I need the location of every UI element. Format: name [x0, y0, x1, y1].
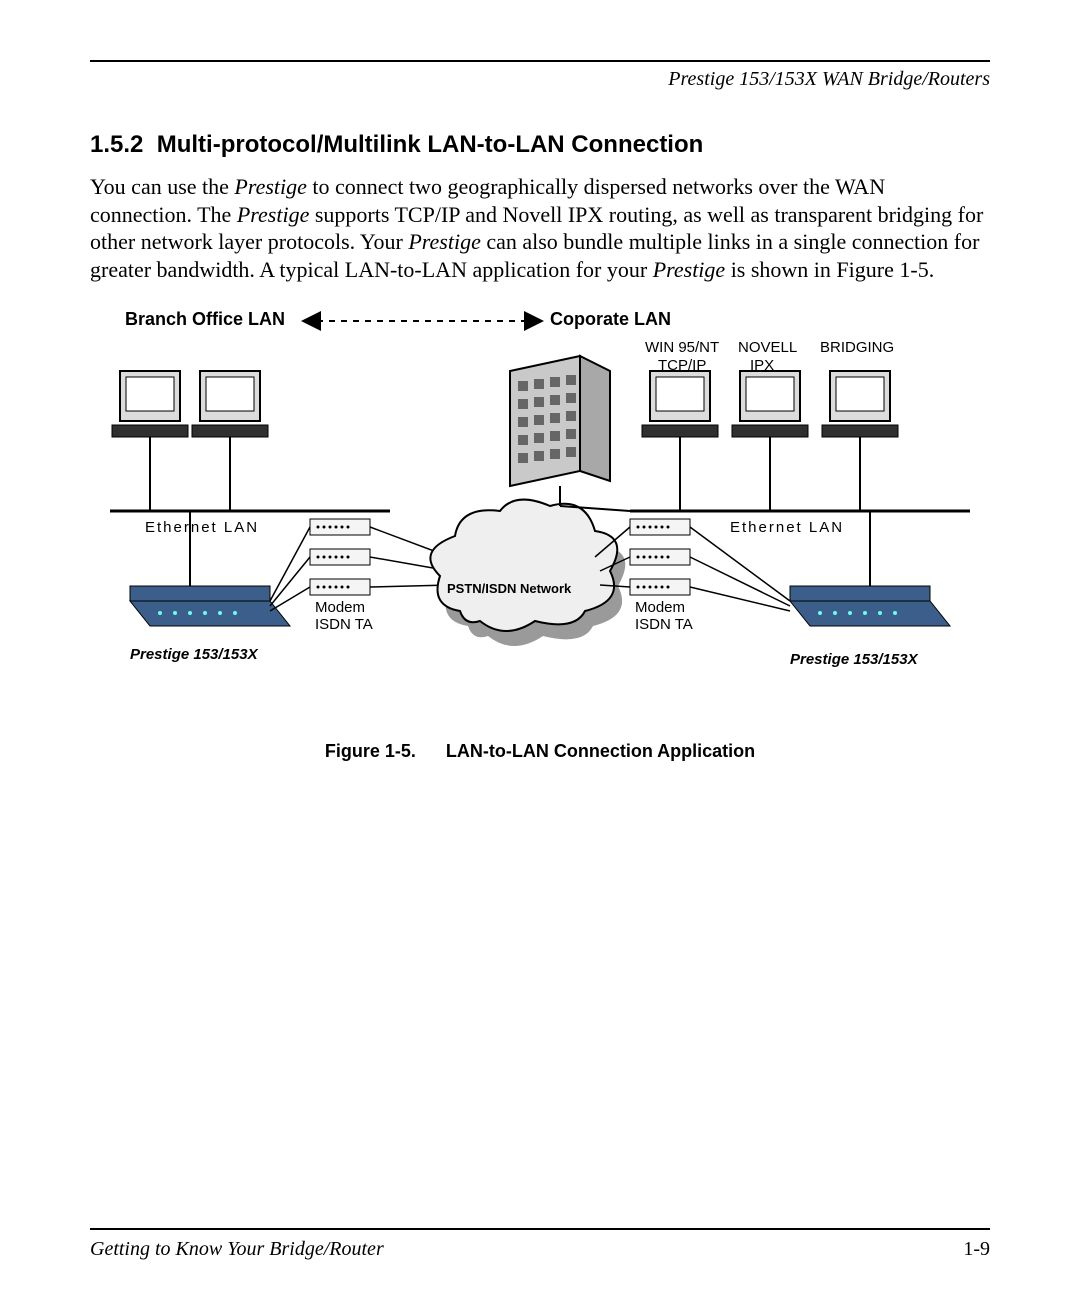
label-bridging: BRIDGING: [820, 339, 894, 356]
footer-left-text: Getting to Know Your Bridge/Router: [90, 1238, 384, 1261]
figure-caption: Figure 1-5. LAN-to-LAN Connection Applic…: [90, 741, 990, 762]
body-text: is shown in Figure 1-5.: [725, 257, 934, 282]
label-modem-left: Modem: [315, 599, 365, 616]
body-italic-prestige-2: Prestige: [237, 202, 310, 227]
body-italic-prestige-4: Prestige: [653, 257, 726, 282]
bottom-rule: [90, 1228, 990, 1230]
router-right-icon: [790, 586, 950, 626]
doc-header-title: Prestige 153/153X WAN Bridge/Routers: [90, 68, 990, 91]
label-pstn: PSTN/ISDN Network: [447, 581, 571, 596]
label-tcpip: TCP/IP: [658, 357, 706, 374]
label-modem-right: Modem: [635, 599, 685, 616]
section-number: 1.5.2: [90, 131, 143, 158]
branch-monitor-2-icon: [192, 371, 268, 471]
corp-monitor-2-icon: [732, 371, 808, 471]
figure-caption-label: Figure 1-5.: [325, 741, 416, 761]
page: Prestige 153/153X WAN Bridge/Routers 1.5…: [0, 0, 1080, 1311]
body-text: You can use the: [90, 174, 234, 199]
corp-monitor-3-icon: [822, 371, 898, 471]
label-corporate-lan: Coporate LAN: [550, 309, 671, 330]
cloud-icon: [430, 500, 625, 646]
label-ethernet-right: Ethernet LAN: [730, 519, 844, 536]
label-prestige-right: Prestige 153/153X: [790, 651, 918, 668]
building-icon: [510, 356, 610, 486]
label-novell: NOVELL: [738, 339, 797, 356]
body-italic-prestige-1: Prestige: [234, 174, 307, 199]
label-prestige-left: Prestige 153/153X: [130, 646, 258, 663]
router-left-icon: [130, 586, 290, 626]
top-rule: [90, 60, 990, 62]
label-win95nt: WIN 95/NT: [645, 339, 719, 356]
body-italic-prestige-3: Prestige: [408, 229, 481, 254]
figure-diagram: Branch Office LAN Coporate LAN WIN 95/NT…: [90, 301, 990, 721]
branch-monitor-1-icon: [112, 371, 188, 471]
label-branch-lan: Branch Office LAN: [125, 309, 285, 330]
body-paragraph: You can use the Prestige to connect two …: [90, 173, 990, 283]
label-ipx: IPX: [750, 357, 774, 374]
section-title-text: Multi-protocol/Multilink LAN-to-LAN Conn…: [157, 131, 704, 158]
label-ethernet-left: Ethernet LAN: [145, 519, 259, 536]
label-isdn-right: ISDN TA: [635, 616, 693, 633]
label-isdn-left: ISDN TA: [315, 616, 373, 633]
modem-left-icon: [310, 519, 370, 595]
figure-caption-title: LAN-to-LAN Connection Application: [446, 741, 755, 761]
footer-page-number: 1-9: [963, 1238, 990, 1261]
section-heading: 1.5.2 Multi-protocol/Multilink LAN-to-LA…: [90, 131, 990, 159]
page-footer: Getting to Know Your Bridge/Router 1-9: [90, 1228, 990, 1261]
modem-right-icon: [630, 519, 690, 595]
corp-monitor-1-icon: [642, 371, 718, 471]
